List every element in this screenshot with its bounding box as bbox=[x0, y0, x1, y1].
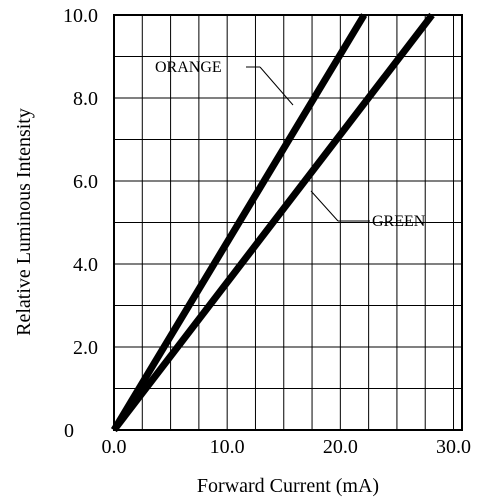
grid bbox=[114, 15, 462, 430]
orange-callout: ORANGE bbox=[155, 59, 294, 106]
y-tick-label: 8.0 bbox=[73, 88, 98, 110]
y-tick-label: 4.0 bbox=[73, 254, 98, 276]
series-line-orange bbox=[111, 13, 368, 432]
x-tick-label: 30.0 bbox=[436, 436, 471, 458]
x-tick-label: 20.0 bbox=[323, 436, 358, 458]
y-tick-label: 6.0 bbox=[73, 171, 98, 193]
y-tick-label: 0 bbox=[64, 420, 74, 442]
x-axis-label: Forward Current (mA) bbox=[197, 475, 379, 497]
green-arrow bbox=[310, 190, 339, 222]
y-tick-label: 10.0 bbox=[63, 5, 98, 27]
plot-frame bbox=[113, 14, 463, 431]
x-tick-label: 0.0 bbox=[102, 436, 127, 458]
x-tick-label: 10.0 bbox=[210, 436, 245, 458]
green-label: GREEN bbox=[372, 213, 426, 230]
green-callout: GREEN bbox=[310, 190, 426, 230]
y-tick-label: 2.0 bbox=[73, 337, 98, 359]
orange-arrow bbox=[259, 66, 294, 106]
orange-label: ORANGE bbox=[155, 59, 222, 76]
y-axis-label: Relative Luminous Intensity bbox=[13, 108, 35, 336]
data-lines bbox=[111, 12, 435, 433]
tick-labels: 0.0 10.0 20.0 30.0 0 2.0 4.0 6.0 8.0 10.0 bbox=[63, 5, 471, 458]
series-line-green bbox=[111, 12, 435, 433]
